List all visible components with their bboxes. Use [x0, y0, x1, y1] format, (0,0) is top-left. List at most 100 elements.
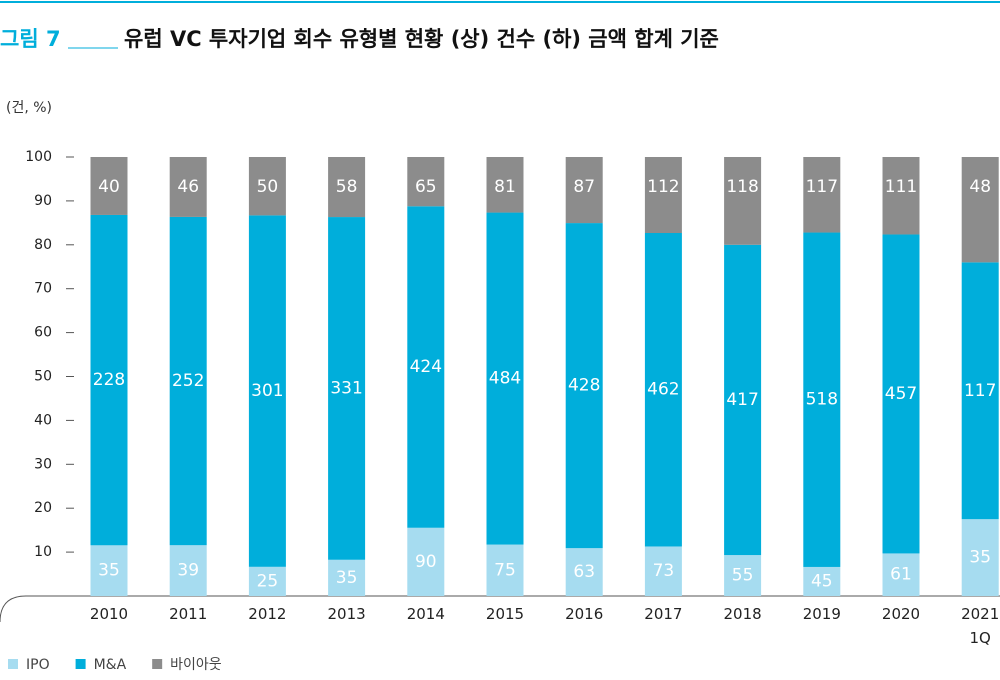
data-label: 81: [494, 177, 516, 197]
x-tick-label: 2013: [327, 605, 366, 623]
bar-segment: [169, 216, 207, 546]
x-tick-label: 2020: [881, 605, 921, 623]
bar-segment: [724, 555, 762, 596]
y-tick-label: 40: [34, 412, 52, 428]
bar-segment: [882, 234, 920, 554]
legend-label: M&A: [94, 657, 127, 673]
data-label: 25: [257, 571, 279, 591]
x-tick-label: 2017: [644, 605, 683, 623]
data-label: 35: [98, 561, 120, 581]
bar-segment: [328, 217, 366, 560]
bar-segment: [724, 244, 762, 556]
data-label: 228: [93, 370, 125, 390]
bar-segment: [407, 527, 445, 596]
data-label: 301: [251, 381, 283, 401]
data-label: 40: [98, 177, 120, 197]
bar-segment: [961, 519, 999, 596]
bar-segment: [248, 215, 286, 567]
y-tick-label: 70: [34, 281, 52, 297]
bar-segment: [407, 206, 445, 528]
data-label: 117: [964, 381, 996, 401]
bar-segment: [803, 566, 841, 596]
bar-segment: [248, 566, 286, 596]
data-label: 39: [177, 561, 199, 581]
bar-segment: [486, 157, 524, 213]
x-tick-label: 2016: [565, 605, 604, 623]
data-label: 111: [885, 177, 917, 197]
data-label: 518: [806, 390, 838, 410]
x-tick-label: 2019: [802, 605, 841, 623]
y-tick-label: 50: [34, 369, 52, 385]
data-label: 428: [568, 376, 600, 396]
data-label: 118: [726, 177, 758, 197]
data-label: 112: [647, 177, 679, 197]
y-tick-label: 20: [34, 500, 52, 516]
bar-segment: [486, 212, 524, 545]
y-tick-label: 10: [34, 544, 52, 560]
data-label: 117: [806, 177, 838, 197]
y-tick-label: 90: [34, 193, 52, 209]
bar-segment: [169, 157, 207, 217]
data-label: 462: [647, 380, 679, 400]
data-label: 457: [885, 384, 917, 404]
x-tick-label: 2018: [723, 605, 762, 623]
y-tick-label: 80: [34, 237, 52, 253]
bar-segment: [169, 545, 207, 596]
data-label: 45: [811, 571, 833, 591]
legend-label: IPO: [26, 657, 50, 673]
data-label: 424: [410, 357, 442, 377]
bar-segment: [248, 157, 286, 216]
bar-segment: [961, 262, 999, 520]
data-label: 484: [489, 369, 521, 389]
data-label: 417: [726, 390, 758, 410]
bar-segment: [90, 214, 128, 546]
bar-segment: [565, 157, 603, 224]
data-label: 35: [336, 568, 358, 588]
bar-segment: [90, 157, 128, 215]
bar-segment: [565, 223, 603, 549]
chart-title: 유럽 VC 투자기업 회수 유형별 현황 (상) 건수 (하) 금액 합계 기준: [124, 27, 719, 51]
bar-segment: [407, 157, 445, 207]
x-tick-label: 2015: [485, 605, 525, 623]
bar-segment: [803, 232, 841, 567]
bar-segment: [644, 546, 682, 596]
data-label: 55: [732, 566, 754, 586]
bar-segment: [882, 553, 920, 596]
bar-segment: [644, 157, 682, 233]
data-label: 87: [573, 177, 595, 197]
legend-swatch: [8, 659, 18, 669]
figure-label: 그림 7: [0, 27, 61, 51]
bar-segment: [486, 544, 524, 596]
bar-segment: [90, 545, 128, 596]
x-tick-label: 2014: [406, 605, 445, 623]
data-label: 48: [969, 177, 991, 197]
data-label: 61: [890, 565, 912, 585]
x-tick-label: 2012: [248, 605, 287, 623]
y-tick-label: 100: [25, 149, 52, 165]
y-tick-label: 60: [34, 325, 52, 341]
legend-swatch: [152, 659, 163, 669]
x-tick-label: 2021 1Q: [961, 605, 1000, 647]
data-label: 35: [969, 548, 991, 568]
legend-label: 바이아웃: [170, 657, 222, 673]
bar-segment: [961, 157, 999, 263]
unit-label: (건, %): [6, 100, 52, 116]
y-tick-label: 30: [34, 456, 52, 472]
bar-segment: [328, 157, 366, 218]
x-tick-label: 2011: [169, 605, 208, 623]
data-label: 73: [653, 561, 675, 581]
data-label: 331: [330, 378, 362, 398]
bar-segment: [328, 559, 366, 596]
bar-segment: [882, 157, 920, 235]
data-label: 90: [415, 552, 437, 572]
bar-segment: [644, 232, 682, 547]
data-label: 252: [172, 371, 204, 391]
bar-segment: [724, 157, 762, 245]
x-tick-label: 2010: [89, 605, 129, 623]
data-label: 46: [177, 177, 199, 197]
bar-segment: [803, 157, 841, 233]
bar-segment: [565, 548, 603, 596]
data-label: 75: [494, 560, 516, 580]
legend-swatch: [75, 659, 86, 669]
